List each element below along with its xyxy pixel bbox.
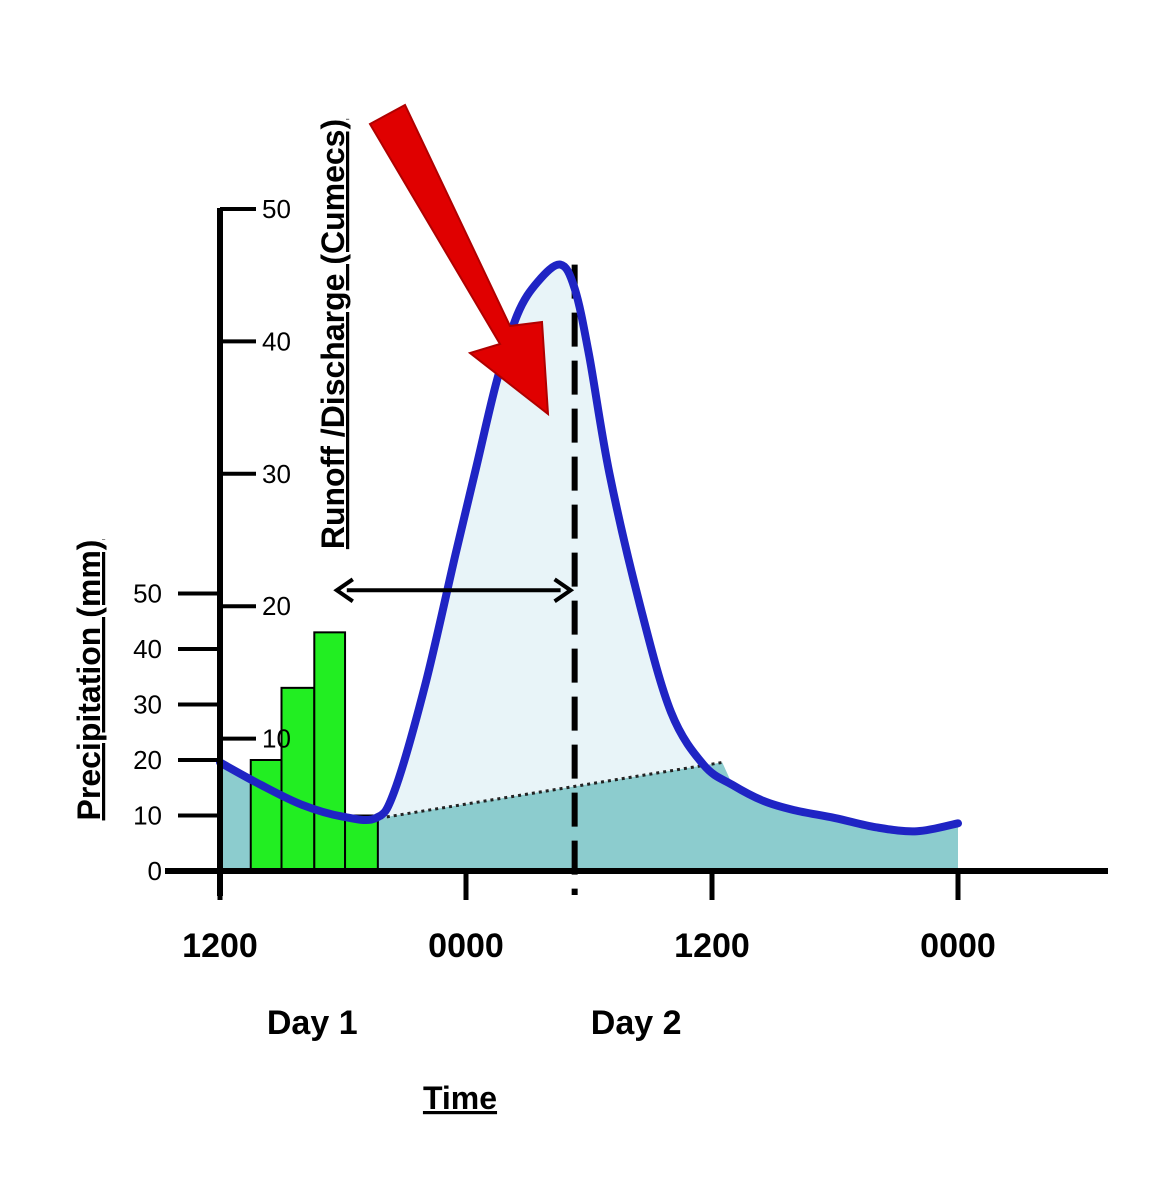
lag-arrow-head-right bbox=[553, 577, 575, 603]
discharge-axis-title: Runoff /Discharge (Cumecs) bbox=[315, 119, 351, 549]
discharge-tick-label-20: 20 bbox=[262, 591, 291, 621]
precip-tick-label-20: 20 bbox=[133, 745, 162, 775]
x-axis-title: Time bbox=[423, 1080, 497, 1116]
precip-tick-label-0: 0 bbox=[148, 856, 162, 886]
quickflow-area bbox=[220, 264, 958, 871]
precip-tick-label-40: 40 bbox=[133, 634, 162, 664]
rising-limb-arrow bbox=[368, 103, 550, 417]
tick-labels: 10 20 30 40 50 0 10 20 30 40 50 1200 0000 1200 0000 Day… bbox=[133, 194, 996, 1042]
discharge-tick-label-10: 10 bbox=[262, 724, 291, 754]
precip-tick-label-30: 30 bbox=[133, 690, 162, 720]
day-label-2: Day 2 bbox=[591, 1004, 682, 1042]
baseflow-area bbox=[220, 762, 958, 871]
discharge-tick-label-40: 40 bbox=[262, 326, 291, 356]
discharge-tick-label-50: 50 bbox=[262, 194, 291, 224]
discharge-curve bbox=[216, 260, 962, 836]
day-label-1: Day 1 bbox=[267, 1004, 358, 1042]
precipitation-bar-1 bbox=[249, 759, 283, 872]
precip-tick-label-10: 10 bbox=[133, 801, 162, 831]
x-tick-label-3: 0000 bbox=[920, 927, 996, 965]
precipitation-bar-4 bbox=[344, 814, 379, 872]
baseflow-separation-line bbox=[379, 760, 723, 820]
x-tick-label-0: 1200 bbox=[182, 927, 258, 965]
lag-time-arrow bbox=[333, 577, 575, 603]
precipitation-bar-3 bbox=[313, 631, 347, 872]
precipitation-bars bbox=[249, 631, 379, 872]
lag-arrow-head-left bbox=[333, 577, 354, 603]
precipitation-axis-title: Precipitation (mm) bbox=[71, 540, 107, 821]
precip-tick-label-50: 50 bbox=[133, 579, 162, 609]
axes bbox=[165, 207, 1108, 900]
x-tick-label-1: 0000 bbox=[428, 927, 504, 965]
discharge-tick-label-30: 30 bbox=[262, 459, 291, 489]
x-tick-label-2: 1200 bbox=[674, 927, 750, 965]
precipitation-bar-2 bbox=[280, 686, 316, 872]
